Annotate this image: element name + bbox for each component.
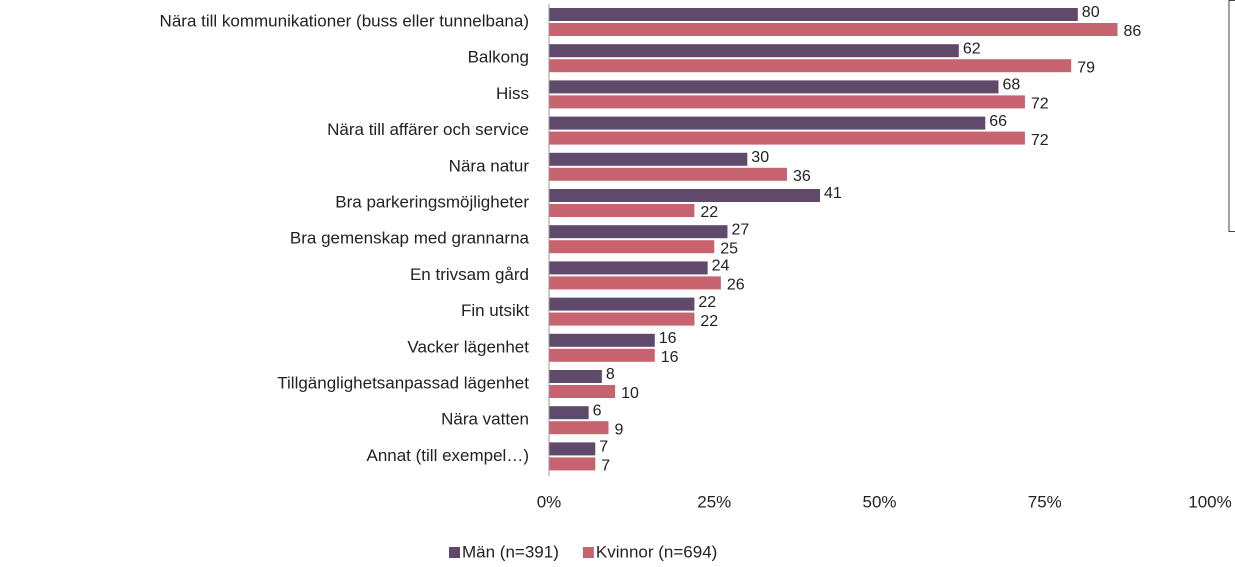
x-tick-label: 100% xyxy=(1188,492,1231,511)
y-tick-label: Nära natur xyxy=(449,156,530,175)
legend-swatch xyxy=(449,547,460,558)
y-tick-label: Vacker lägenhet xyxy=(407,337,529,356)
data-label: 16 xyxy=(659,330,677,347)
bar xyxy=(549,59,1072,73)
bar xyxy=(549,189,821,202)
data-label: 80 xyxy=(1082,4,1100,21)
x-tick-label: 75% xyxy=(1028,492,1062,511)
data-label: 7 xyxy=(601,458,610,475)
y-tick-label: Nära till affärer och service xyxy=(327,120,529,139)
bar xyxy=(549,204,695,217)
y-tick-label: En trivsam gård xyxy=(410,265,529,284)
legend-label: Män (n=391) xyxy=(462,542,559,561)
data-label: 27 xyxy=(731,221,749,238)
data-label: 72 xyxy=(1031,132,1049,149)
data-label: 22 xyxy=(700,313,718,330)
data-label: 66 xyxy=(989,113,1007,130)
bar xyxy=(549,442,596,456)
bar xyxy=(549,385,616,398)
data-label: 25 xyxy=(720,240,738,257)
bar xyxy=(549,406,589,420)
data-label: 7 xyxy=(599,439,608,456)
y-tick-label: Bra parkeringsmöjligheter xyxy=(335,192,529,211)
bar xyxy=(549,240,715,254)
data-label: 86 xyxy=(1123,23,1141,40)
x-tick-label: 50% xyxy=(862,492,896,511)
data-label: 6 xyxy=(593,402,602,419)
y-tick-label: Nära vatten xyxy=(441,410,529,429)
data-label: 24 xyxy=(712,258,730,275)
bar xyxy=(549,167,787,181)
y-tick-label: Bra gemenskap med grannarna xyxy=(290,229,530,248)
y-tick-label: Nära till kommunikationer (buss eller tu… xyxy=(160,11,529,30)
bar xyxy=(549,8,1078,21)
data-label: 8 xyxy=(606,366,615,383)
bar xyxy=(549,152,748,166)
bar xyxy=(549,348,655,362)
data-label: 41 xyxy=(824,185,842,202)
x-tick-label: 0% xyxy=(537,492,562,511)
bar xyxy=(549,261,708,275)
data-label: 36 xyxy=(793,168,811,185)
y-tick-label: Hiss xyxy=(496,84,529,103)
bar xyxy=(549,23,1118,36)
data-label: 30 xyxy=(751,149,769,166)
bar xyxy=(549,225,728,239)
data-label: 62 xyxy=(963,40,981,57)
data-label: 79 xyxy=(1077,59,1095,76)
data-label: 68 xyxy=(1002,77,1020,94)
data-label: 16 xyxy=(661,349,679,366)
bar xyxy=(549,312,695,326)
bar xyxy=(549,95,1025,109)
data-label: 26 xyxy=(727,277,745,294)
bar xyxy=(549,116,986,130)
y-tick-label: Fin utsikt xyxy=(461,301,529,320)
bar xyxy=(549,421,609,435)
data-label: 9 xyxy=(614,421,623,438)
bar xyxy=(549,297,695,311)
bar xyxy=(549,333,655,347)
legend-label: Kvinnor (n=694) xyxy=(596,542,717,561)
data-label: 22 xyxy=(698,294,716,311)
legend-swatch xyxy=(582,547,594,558)
legend-frame xyxy=(1228,0,1235,232)
bar xyxy=(549,370,602,383)
y-tick-label: Tillgänglighetsanpassad lägenhet xyxy=(277,373,529,392)
bar xyxy=(549,457,596,471)
bar xyxy=(549,44,959,58)
data-label: 72 xyxy=(1031,96,1049,113)
data-label: 22 xyxy=(700,204,718,221)
bar xyxy=(549,80,999,94)
y-tick-label: Balkong xyxy=(468,48,529,67)
bar xyxy=(549,276,721,290)
data-label: 10 xyxy=(621,385,639,402)
bar xyxy=(549,131,1025,145)
y-tick-label: Annat (till exempel…) xyxy=(366,446,529,465)
x-tick-label: 25% xyxy=(697,492,731,511)
